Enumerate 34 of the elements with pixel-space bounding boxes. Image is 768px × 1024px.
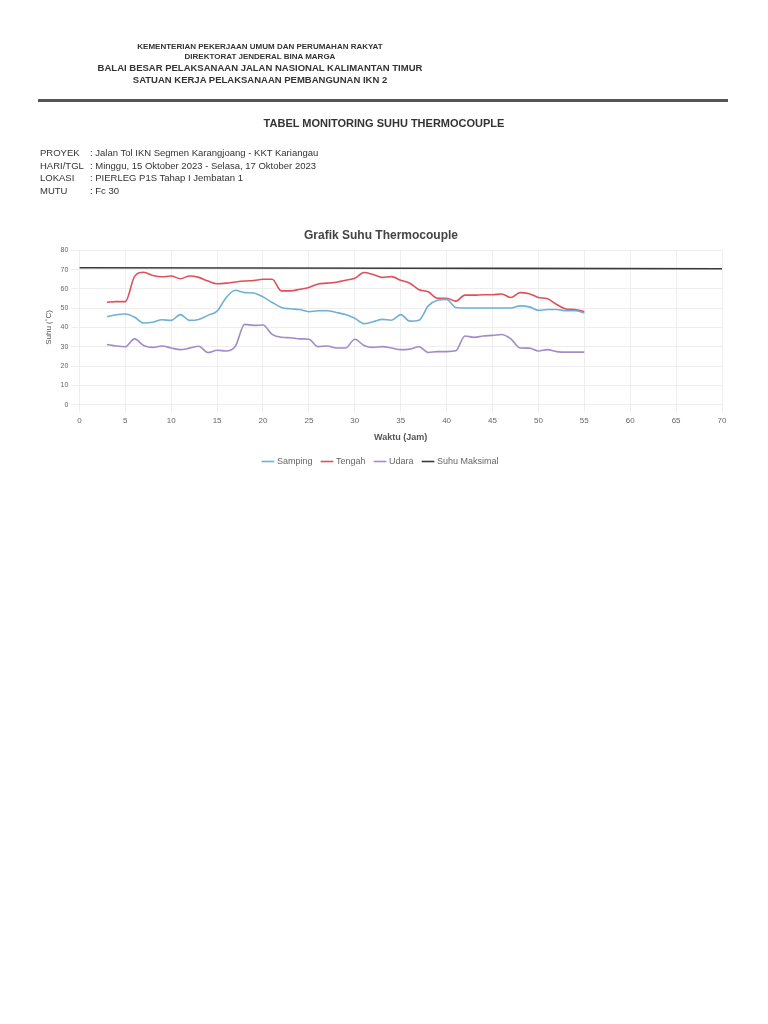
x-tick-label: 5	[123, 415, 129, 425]
x-tick-label: 50	[533, 415, 544, 425]
legend-label: Udara	[389, 455, 414, 466]
text: PROYEK : Jalan Tol IKN Segmen Karangjoang - KKT Kariangau	[40, 147, 319, 160]
text: LOKASI : PIERLEG P1S Tahap I Jembatan 1	[40, 172, 243, 183]
x-tick-label: 0	[77, 415, 83, 425]
x-tick-label: 40	[442, 415, 452, 425]
x-tick-label: 15	[212, 415, 223, 425]
text: HARI/TGL : Minggu, 15 Oktober 2023 - Selasa, 17 Oktober 2023	[40, 159, 317, 172]
line-series	[106, 323, 586, 354]
x-tick-label: 10	[166, 415, 177, 425]
text: SATUAN KERJA PELAKSANAAN PEMBANGUNAN IKN 2	[131, 74, 389, 86]
x-tick-label: 30	[350, 415, 360, 425]
text: BALAI BESAR PELAKSANAAN JALAN NASIONAL KALIMANTAN TIMUR	[96, 62, 424, 74]
x-tick-label: 35	[396, 415, 406, 425]
legend-label: Tengah	[335, 455, 366, 466]
y-axis-title: Suhu (˚C)	[44, 309, 53, 345]
line-series	[106, 289, 586, 325]
line-series	[106, 271, 586, 313]
x-tick-label: 45	[488, 415, 498, 425]
x-tick-label: 65	[671, 415, 682, 425]
chart-title: Grafik Suhu Thermocouple	[303, 227, 459, 242]
text: DIREKTORAT JENDERAL BINA MARGA	[183, 52, 337, 62]
legend-label: Samping	[276, 455, 313, 466]
text: TABEL MONITORING SUHU THERMOCOUPLE	[262, 117, 506, 129]
legend-label: Suhu Maksimal	[437, 455, 499, 466]
text: KEMENTERIAN PEKERJAAN UMUM DAN PERUMAHAN RAKYAT	[136, 42, 384, 52]
x-axis-title: Waktu (Jam)	[374, 432, 428, 443]
x-tick-label: 20	[258, 415, 268, 425]
x-tick-label: 70	[717, 415, 727, 425]
x-tick-label: 55	[579, 415, 590, 425]
text: MUTU : Fc 30	[40, 184, 120, 196]
x-tick-label: 25	[304, 415, 314, 425]
x-tick-label: 60	[625, 415, 636, 425]
